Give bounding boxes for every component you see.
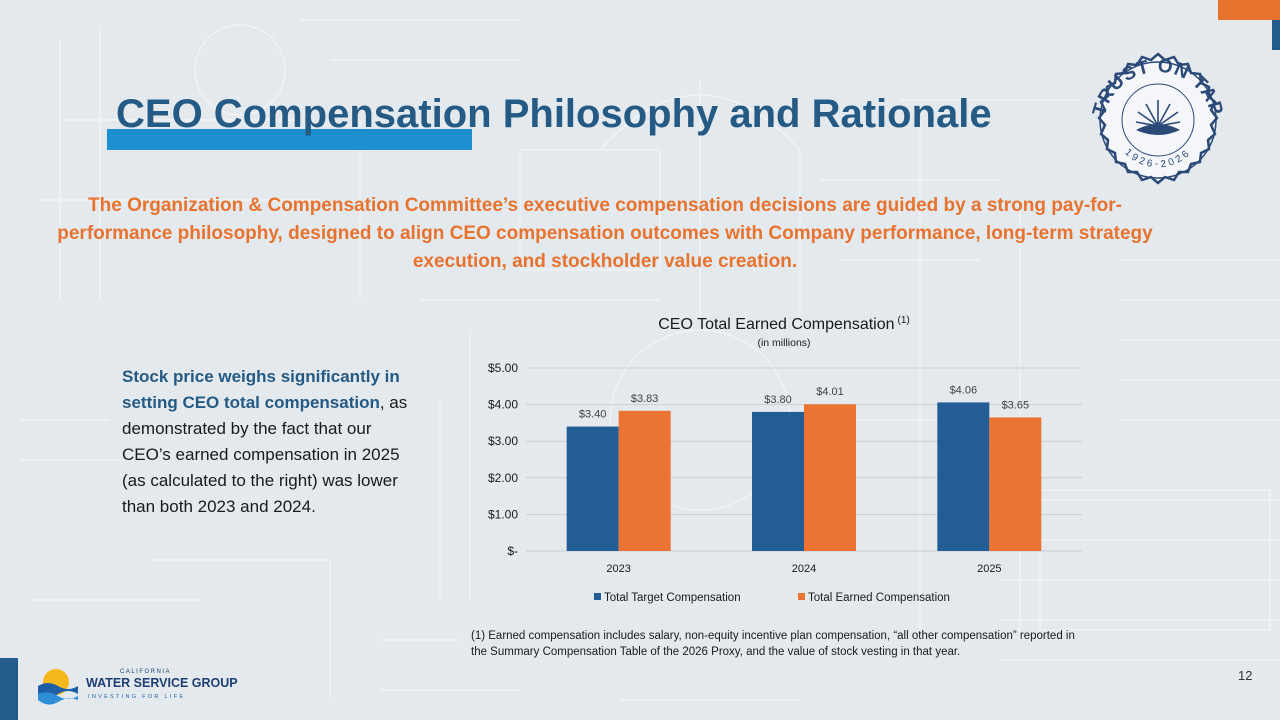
corner-accent-navy-left: [0, 658, 18, 720]
company-logo: CALIFORNIA WATER SERVICE GROUP INVESTING…: [38, 669, 238, 705]
ceo-compensation-chart: CEO Total Earned Compensation (1) (in mil…: [488, 315, 1082, 604]
y-tick-label: $4.00: [488, 398, 518, 412]
title-underline-bar: [107, 129, 472, 150]
bar-earned-2024: [804, 404, 856, 551]
page-number: 12: [1238, 668, 1253, 683]
bar-target-2024: [752, 411, 804, 551]
y-tick-label: $5.00: [488, 361, 518, 375]
legend-label: Total Earned Compensation: [808, 592, 950, 604]
data-label: $4.06: [950, 384, 978, 396]
chart-title-superscript: (1): [898, 315, 910, 326]
bar-target-2023: [566, 426, 619, 551]
x-tick-label: 2024: [792, 563, 816, 575]
chart-y-axis: $- $1.00 $2.00 $3.00 $4.00 $5.00: [488, 361, 518, 558]
bar-target-2025: [937, 402, 990, 551]
legend-swatch-0: [594, 593, 601, 600]
chart-title-text: CEO Total Earned Compensation: [658, 316, 894, 333]
legend-swatch-1: [798, 593, 805, 600]
trust-on-tap-seal: TRUST ON TAP 1926-2026: [1089, 52, 1226, 185]
y-tick-label: $-: [507, 544, 518, 558]
corner-accent-orange: [1218, 0, 1280, 20]
data-label: $3.80: [764, 394, 792, 406]
chart-title: CEO Total Earned Compensation (1): [658, 315, 910, 333]
footnote: (1) Earned compensation includes salary,…: [471, 630, 1075, 658]
side-commentary-highlight: Stock price weighs significantly in sett…: [122, 367, 400, 412]
bar-earned-2025: [989, 417, 1042, 551]
intro-statement: The Organization & Compensation Committe…: [57, 195, 1153, 272]
side-commentary: Stock price weighs significantly in sett…: [122, 364, 412, 520]
chart-x-axis: 2023 2024 2025: [606, 563, 1001, 575]
chart-subtitle: (in millions): [757, 337, 810, 349]
y-tick-label: $1.00: [488, 507, 518, 521]
sun-icon: [1135, 100, 1181, 135]
chart-bars: $3.40 $3.83 $3.80 $4.01 $4.06 $3.65: [566, 384, 1042, 551]
data-label: $3.40: [579, 409, 607, 421]
y-tick-label: $2.00: [488, 471, 518, 485]
data-label: $3.65: [1002, 399, 1030, 411]
legend-label: Total Target Compensation: [604, 592, 741, 604]
x-tick-label: 2025: [977, 563, 1001, 575]
x-tick-label: 2023: [606, 563, 630, 575]
corner-accent-navy-right: [1272, 20, 1280, 50]
bar-earned-2023: [618, 410, 671, 551]
chart-legend: Total Target Compensation Total Earned Co…: [594, 592, 950, 604]
sun-wave-icon: [38, 669, 78, 705]
logo-line-3: INVESTING FOR LIFE: [88, 694, 185, 700]
logo-line-2: WATER SERVICE GROUP: [86, 676, 238, 690]
y-tick-label: $3.00: [488, 434, 518, 448]
side-commentary-body: , as demonstrated by the fact that our C…: [122, 393, 408, 516]
logo-line-1: CALIFORNIA: [120, 669, 171, 675]
data-label: $4.01: [816, 386, 844, 398]
data-label: $3.83: [631, 393, 659, 405]
slide-title: CEO Compensation Philosophy and Rational…: [116, 92, 992, 136]
